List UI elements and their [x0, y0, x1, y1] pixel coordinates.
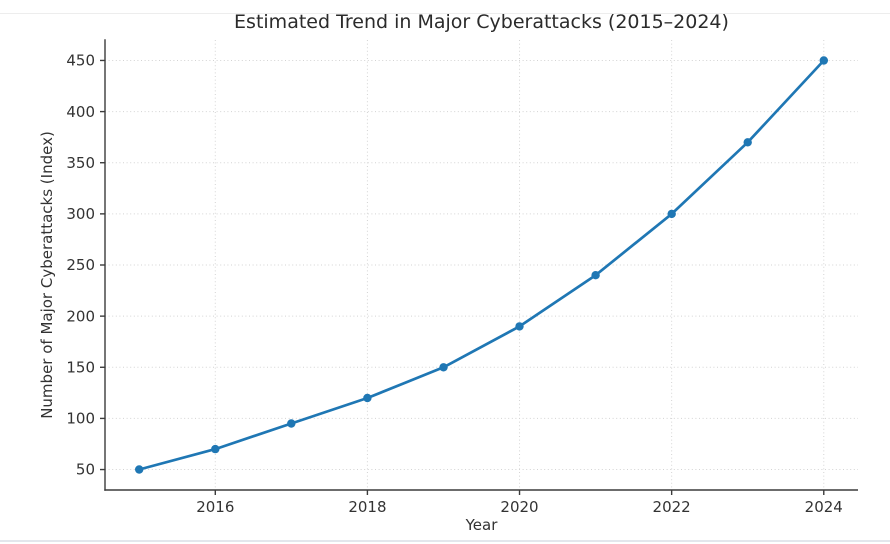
- y-tick-label: 50: [76, 461, 95, 479]
- data-point-2024: [819, 56, 828, 65]
- tick-labels: 50 100 150 200 250 300 350 400 450 2016 2018 2020 20…: [66, 52, 843, 516]
- gridlines: [105, 40, 858, 490]
- data-point-2020: [515, 322, 524, 331]
- y-tick-label: 250: [66, 256, 95, 274]
- x-tick-label: 2016: [196, 498, 234, 516]
- x-tick-label: 2022: [653, 498, 691, 516]
- data-point-2023: [743, 138, 752, 147]
- y-tick-label: 300: [66, 205, 95, 223]
- data-point-2021: [591, 271, 600, 280]
- data-point-2018: [363, 393, 372, 403]
- y-tick-label: 400: [66, 103, 95, 121]
- x-tick-label: 2024: [805, 498, 843, 516]
- trend-line: [137, 59, 826, 471]
- y-tick-label: 200: [66, 307, 95, 325]
- y-tick-label: 100: [66, 410, 95, 428]
- axes: [100, 39, 858, 495]
- x-tick-label: 2020: [500, 498, 538, 516]
- y-tick-label: 450: [66, 52, 95, 70]
- x-axis-label: Year: [465, 516, 498, 534]
- x-tick-label: 2018: [348, 498, 386, 516]
- y-tick-label: 350: [66, 154, 95, 172]
- data-point-2015: [135, 465, 144, 474]
- data-point-2016: [211, 444, 220, 454]
- data-points: [135, 56, 828, 474]
- chart-title: Estimated Trend in Major Cyberattacks (2…: [234, 11, 729, 33]
- data-point-2017: [287, 419, 296, 428]
- data-point-2022: [667, 209, 676, 219]
- y-tick-label: 150: [66, 358, 95, 376]
- data-point-2019: [439, 363, 448, 372]
